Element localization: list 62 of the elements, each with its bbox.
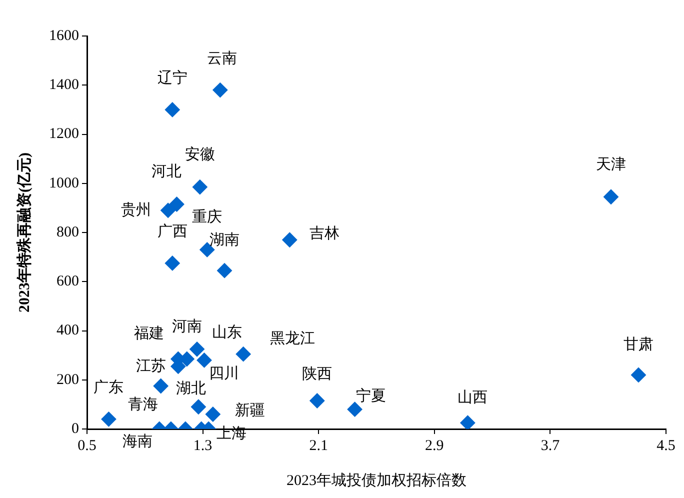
point <box>164 256 180 271</box>
point <box>217 263 232 278</box>
annotation: 海南 <box>122 432 152 450</box>
point <box>190 342 205 357</box>
y-tick-label: 1000 <box>49 175 79 192</box>
point <box>169 196 184 212</box>
point <box>164 102 180 118</box>
y-tick-label: 1200 <box>49 126 79 142</box>
x-tick-label: 4.5 <box>656 438 676 454</box>
annotation: 福建 <box>134 324 164 342</box>
annotation: 广东 <box>94 379 124 396</box>
point <box>101 412 116 427</box>
point <box>460 415 476 429</box>
annotation: 云南 <box>207 50 238 67</box>
annotation: 江苏 <box>136 357 166 374</box>
annotation: 宁夏 <box>356 387 386 404</box>
annotation: 湖北 <box>176 380 206 397</box>
annotation: 天津 <box>596 156 626 173</box>
y-tick-label: 400 <box>56 322 79 339</box>
annotation: 山东 <box>212 324 242 342</box>
x-tick-label: 2.9 <box>425 438 444 454</box>
annotation: 陕西 <box>302 366 332 383</box>
annotation: 青海 <box>128 396 158 413</box>
annotation: 辽宁 <box>157 70 188 87</box>
x-axis-title: 2023年城投债加权招标倍数 <box>286 472 466 489</box>
y-tick-label: 200 <box>56 372 79 388</box>
point <box>603 189 618 204</box>
annotation: 湖南 <box>210 232 240 249</box>
point <box>212 82 228 98</box>
annotation: 重庆 <box>192 208 222 226</box>
annotation: 广西 <box>157 223 188 240</box>
point <box>347 402 362 417</box>
annotation: 安徽 <box>184 146 215 163</box>
y-tick-label: 0 <box>72 420 79 437</box>
annotation: 四川 <box>209 365 240 382</box>
x-tick-label: 2.1 <box>309 438 328 454</box>
point <box>192 180 208 195</box>
annotation: 山西 <box>458 388 488 406</box>
point <box>160 202 176 218</box>
point <box>196 352 212 368</box>
y-tick-label: 1600 <box>49 28 79 44</box>
point <box>190 399 206 414</box>
y-tick-label: 800 <box>56 224 79 240</box>
x-tick-label: 1.3 <box>193 438 212 454</box>
annotation: 甘肃 <box>623 336 654 353</box>
point <box>630 367 646 382</box>
y-tick-label: 1400 <box>49 77 79 94</box>
y-tick-label: 600 <box>56 274 79 290</box>
point <box>310 393 325 408</box>
annotation: 吉林 <box>310 224 340 242</box>
x-tick-label: 3.7 <box>540 438 560 454</box>
annotation: 黑龙江 <box>270 330 315 348</box>
point <box>282 232 298 248</box>
annotation: 河北 <box>152 163 182 180</box>
x-tick-label: 0.5 <box>78 438 96 454</box>
annotation: 河南 <box>172 318 202 335</box>
annotation: 贵州 <box>121 201 152 218</box>
annotation: 新疆 <box>234 402 265 420</box>
point <box>236 346 251 362</box>
point <box>153 378 168 394</box>
y-axis-title: 2023年特殊再融资(亿元) <box>16 152 33 312</box>
point <box>205 406 220 422</box>
